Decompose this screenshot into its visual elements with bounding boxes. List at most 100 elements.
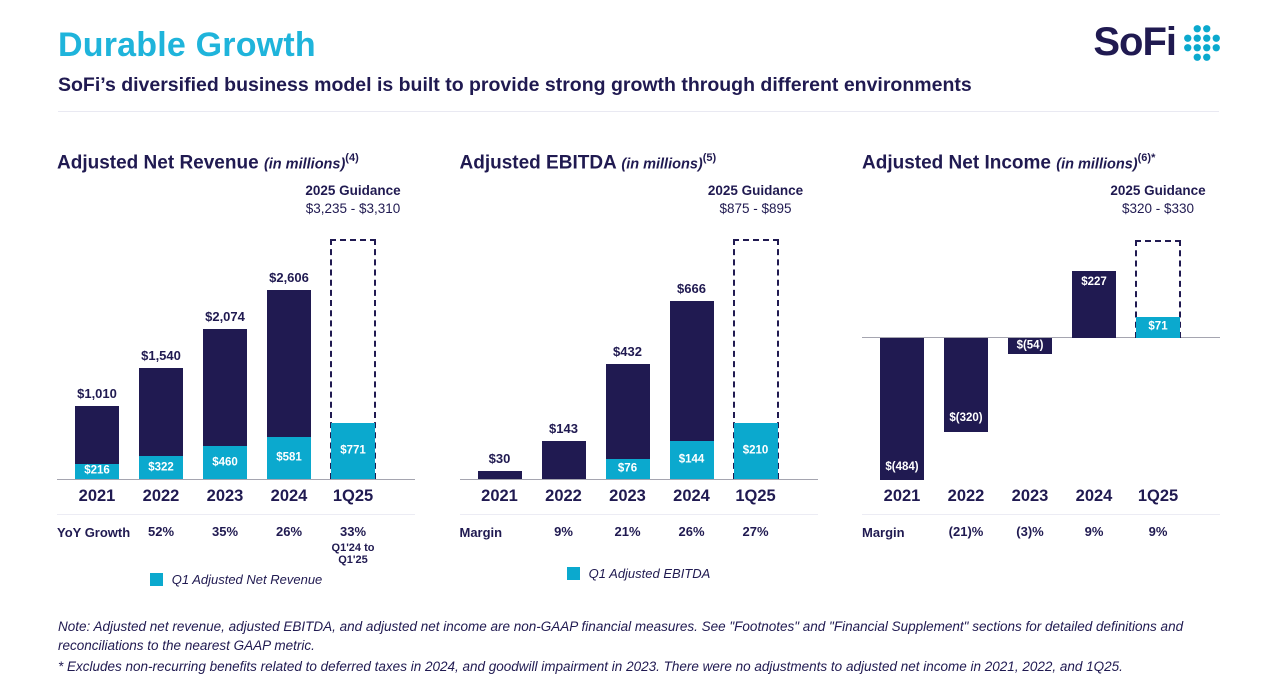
guidance-range: $3,235 - $3,310	[305, 201, 401, 217]
total-value-label: $432	[613, 343, 642, 359]
guidance-range: $875 - $895	[719, 201, 792, 217]
category-label: 1Q25	[735, 487, 776, 506]
asterisk-note-text: * Excludes non-recurring benefits relate…	[58, 658, 1123, 674]
chart-footnote-ref: (5)	[702, 152, 717, 164]
category-label: 2021	[481, 487, 518, 506]
total-value-label: $666	[677, 280, 706, 296]
stats-value: (21)%	[948, 524, 984, 540]
q1-bar: $460	[203, 445, 247, 480]
q1-value-label: $216	[84, 464, 110, 477]
bar-column-2023: $(54)	[998, 182, 1062, 480]
chart-legend: Q1 Adjusted EBITDA	[460, 564, 818, 582]
guidance-title: 2025 Guidance	[305, 183, 401, 199]
chart-title: Adjusted Net Income (in millions)(6)*	[862, 152, 1220, 174]
value-bar: $227	[1072, 270, 1116, 338]
stats-cell: 26%	[660, 524, 724, 539]
stats-row: Margin (21)% (3)% 9% 9%	[862, 524, 1220, 560]
value-bar: $(320)	[944, 337, 988, 432]
q1-bar: $322	[139, 456, 183, 480]
category-divider	[57, 514, 415, 516]
stats-row-label: Margin	[459, 525, 503, 541]
chart-plot: $(484) $(320) $(54) $227 $71 2025 Guidance $32…	[862, 182, 1220, 481]
stats-cell: 26%	[257, 524, 321, 539]
chart-unit-note: (in millions)	[621, 156, 703, 173]
stats-value: 9%	[1084, 524, 1104, 540]
category-divider	[459, 514, 818, 516]
category-row: 2021 2022 2023 2024 1Q25	[460, 487, 818, 506]
guidance-label: 2025 Guidance $875 - $895	[681, 182, 831, 218]
bar-column-2022: $143	[532, 182, 596, 480]
stats-cell: 9%	[532, 524, 596, 539]
sofi-logo-mark-icon	[1184, 24, 1220, 61]
stats-row-label: YoY Growth	[57, 525, 131, 541]
q1-bar: $581	[267, 437, 311, 480]
zero-axis-line	[862, 336, 1220, 338]
bar-value-label: $71	[1148, 320, 1168, 333]
bar-column-2021: $(484)	[870, 182, 934, 481]
page-subtitle: SoFi’s diversified business model is bui…	[58, 74, 972, 96]
stats-cell: 52%	[129, 524, 193, 539]
note-text: Note: Adjusted net revenue, adjusted EBI…	[58, 619, 1184, 653]
stats-row: YoY Growth 52% 35% 26% 33% Q1'24 to Q1'25	[57, 524, 415, 566]
bar-value-label: $(54)	[1016, 338, 1044, 351]
stats-value: 52%	[147, 524, 175, 540]
chart-unit-note: (in millions)	[263, 156, 346, 173]
category-label: 2023	[609, 487, 646, 506]
stats-value: 9%	[554, 524, 573, 540]
bar-column-2024: $666 $144	[660, 182, 724, 480]
total-bar	[541, 441, 586, 480]
bar-column-2024: $2,606 $581	[257, 182, 321, 480]
stats-value: 27%	[742, 524, 769, 540]
bar-column-2023: $2,074 $460	[193, 182, 257, 480]
category-label: 2023	[1011, 487, 1049, 506]
stats-cell: (21)%	[934, 524, 998, 539]
q1-bar: $71	[1136, 316, 1180, 338]
total-bar	[477, 471, 522, 480]
sofi-logo-text: SoFi	[1093, 20, 1177, 64]
q1-value-label: $144	[678, 453, 705, 466]
legend-color-swatch-icon	[566, 566, 580, 580]
bar-column-2022: $(320)	[934, 182, 998, 480]
chart-plot: $1,010 $216 $1,540 $322 $2,074 $460 $2,606 $581…	[57, 182, 415, 481]
bar-column-2021: $1,010 $216	[65, 182, 129, 480]
chart-title-text: Adjusted Net Income	[862, 152, 1051, 174]
stats-row-label: Margin	[862, 525, 905, 541]
stats-value: 26%	[275, 524, 303, 540]
chart-title: Adjusted EBITDA (in millions)(5)	[460, 152, 818, 174]
category-label: 2021	[78, 487, 116, 506]
stats-value: 26%	[678, 524, 705, 540]
category-label: 1Q25	[332, 487, 374, 506]
plot-columns: $1,010 $216 $1,540 $322 $2,074 $460 $2,606 $581…	[65, 182, 385, 480]
chart-title-text: Adjusted EBITDA	[459, 152, 617, 174]
q1-bar: $216	[75, 463, 119, 480]
q1-bar: $210	[733, 423, 778, 480]
chart-plot: $30 $143 $432 $76 $666 $144 $210 2025 Guidance $…	[459, 182, 818, 481]
q1-value-label: $581	[276, 451, 302, 464]
value-bar: $(54)	[1008, 337, 1052, 354]
category-label: 2022	[947, 487, 985, 506]
total-value-label: $1,540	[141, 347, 181, 363]
bar-column-2021: $30	[468, 182, 532, 480]
bar-column-2024: $227	[1062, 182, 1126, 480]
bar-column-2023: $432 $76	[596, 182, 660, 480]
chart-panel-adjusted-net-income: Adjusted Net Income (in millions)(6)* $(4…	[862, 152, 1220, 560]
header-divider	[58, 111, 1219, 112]
bar-column-1q25: $771	[321, 182, 385, 480]
guidance-label: 2025 Guidance $3,235 - $3,310	[278, 182, 428, 218]
stats-value: 35%	[211, 524, 239, 540]
sofi-logo: SoFi	[1093, 20, 1221, 65]
plot-columns: $(484) $(320) $(54) $227 $71	[870, 182, 1190, 481]
total-value-label: $143	[549, 421, 578, 437]
q1-value-label: $322	[148, 460, 174, 473]
bar-value-label: $(484)	[885, 460, 919, 473]
chart-unit-note: (in millions)	[1056, 156, 1138, 173]
stats-value: 21%	[614, 524, 641, 540]
guidance-title: 2025 Guidance	[1110, 183, 1206, 199]
category-label: 2024	[673, 487, 710, 506]
chart-title-text: Adjusted Net Revenue	[57, 152, 259, 174]
stats-row: Margin 9% 21% 26% 27%	[460, 524, 818, 560]
stats-value-subtext: Q1'24 to Q1'25	[331, 542, 375, 567]
category-row: 2021 2022 2023 2024 1Q25	[862, 487, 1220, 506]
footnotes-section: Note: Adjusted net revenue, adjusted EBI…	[58, 618, 1219, 676]
